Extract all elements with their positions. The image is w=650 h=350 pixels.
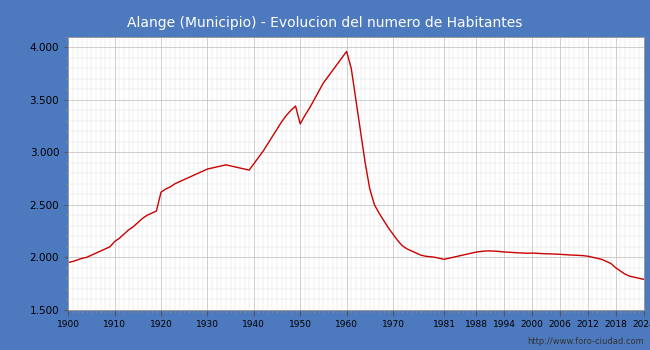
Text: Alange (Municipio) - Evolucion del numero de Habitantes: Alange (Municipio) - Evolucion del numer… bbox=[127, 16, 523, 30]
Text: http://www.foro-ciudad.com: http://www.foro-ciudad.com bbox=[526, 337, 644, 346]
